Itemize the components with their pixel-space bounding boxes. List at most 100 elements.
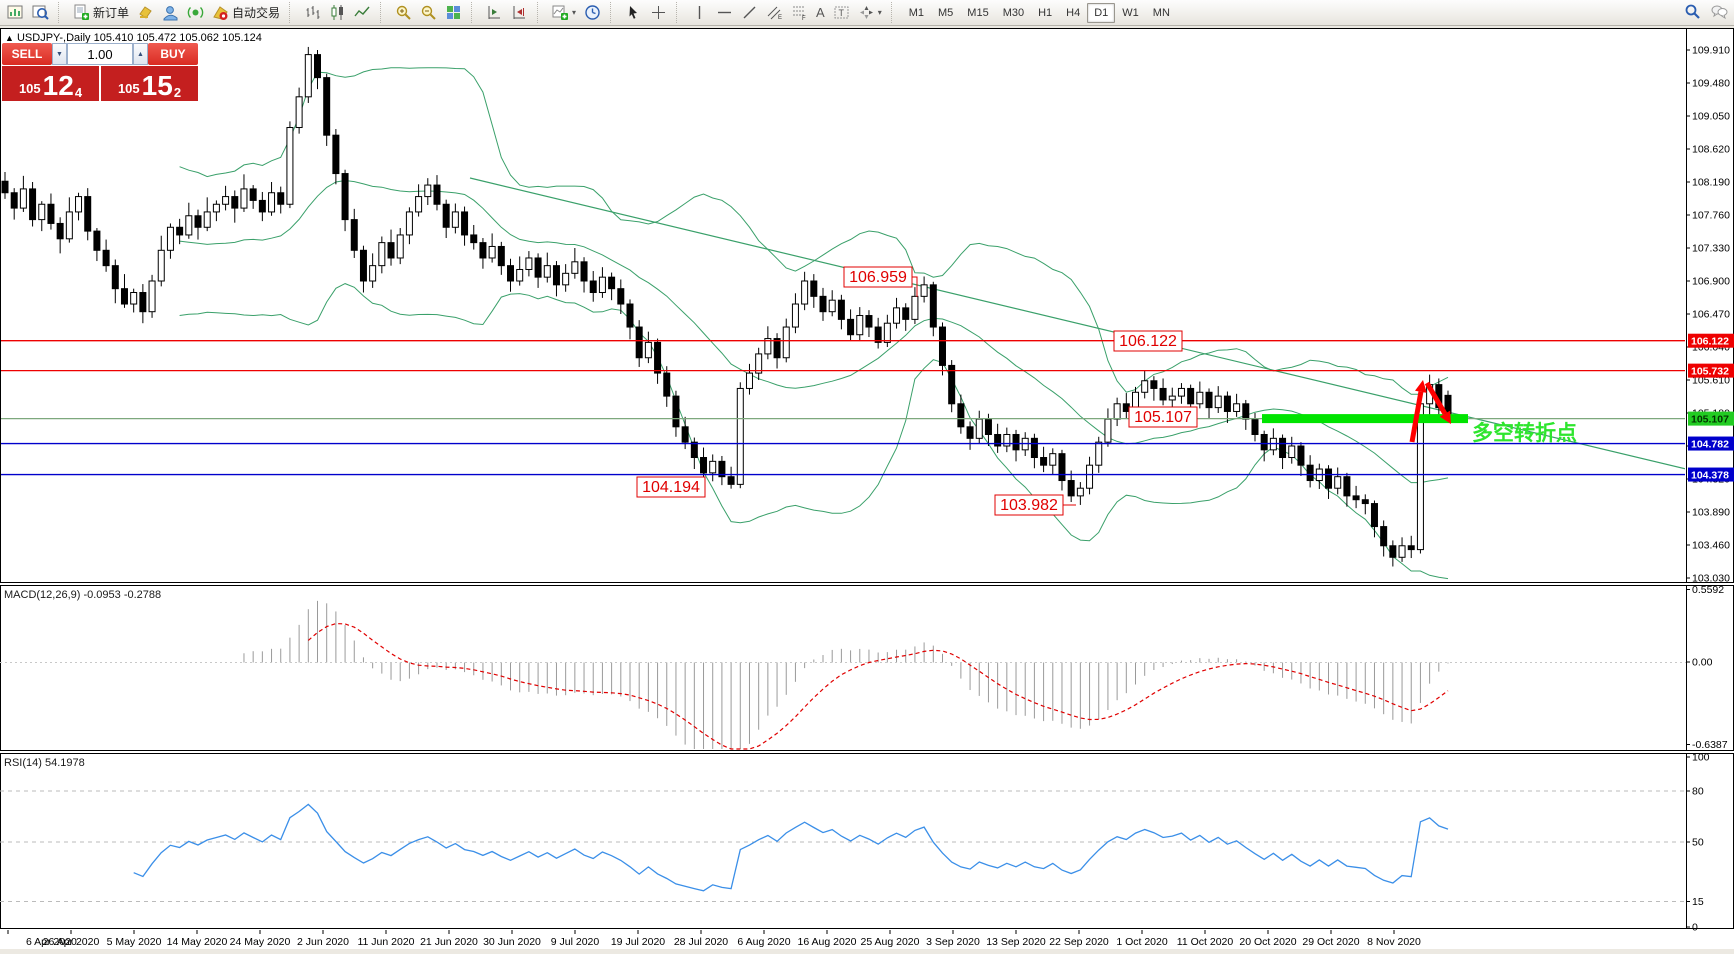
- zoom-out-button[interactable]: [416, 2, 441, 23]
- descending-trendline[interactable]: [469, 177, 1686, 470]
- toolbar-separator: [471, 2, 477, 23]
- price-tick-label: 109.050: [1692, 111, 1730, 123]
- community-icon: [163, 6, 178, 21]
- candle-body: [865, 315, 873, 328]
- vline-tool-button[interactable]: [687, 2, 712, 23]
- volume-input[interactable]: 1.00: [67, 43, 133, 65]
- chart-shift-button[interactable]: [507, 2, 532, 23]
- timeframe-h4[interactable]: H4: [1066, 6, 1081, 19]
- candle-body: [543, 265, 551, 278]
- price-callout-box[interactable]: [1113, 330, 1183, 352]
- tile-windows-button[interactable]: [441, 2, 466, 23]
- volume-increase-button[interactable]: ▲: [133, 43, 148, 65]
- candle-body: [552, 265, 560, 286]
- toolbar-separator: [610, 2, 616, 23]
- fibonacci-tool-button[interactable]: F: [787, 2, 812, 23]
- auto-scroll-button[interactable]: [482, 2, 507, 23]
- crosshair-tool-button[interactable]: [646, 2, 671, 23]
- turning-point-annotation[interactable]: 多空转折点: [1472, 421, 1577, 445]
- candle-body: [1086, 464, 1094, 489]
- price-tick-label: 106.470: [1692, 309, 1730, 321]
- label-tool-button[interactable]: T: [829, 2, 854, 23]
- date-tick-label: 5 May 2020: [107, 936, 162, 948]
- candle-body: [194, 215, 202, 228]
- volume-decrease-button[interactable]: ▼: [52, 43, 67, 65]
- new-order-button[interactable]: 新订单: [69, 2, 133, 23]
- search-button[interactable]: [1684, 3, 1701, 23]
- buy-button[interactable]: BUY: [148, 43, 198, 65]
- ask-price-button[interactable]: 105 15 2: [101, 66, 198, 101]
- chart-window-button[interactable]: [3, 2, 28, 23]
- timeframe-m30[interactable]: M30: [1002, 6, 1025, 19]
- candle-body: [745, 372, 753, 389]
- candle-body: [1389, 545, 1397, 558]
- chart-shift-icon: [513, 6, 526, 19]
- sell-button[interactable]: SELL: [2, 43, 52, 65]
- level-price-tag-label: 104.378: [1691, 470, 1729, 482]
- candle-body: [295, 96, 303, 129]
- price-callout-box[interactable]: [994, 494, 1064, 516]
- candle-body: [1223, 395, 1231, 412]
- chart-canvas[interactable]: 109.910 109.480 109.050 108.620 108.190 107.7…: [0, 28, 1734, 950]
- bid-price-button[interactable]: 105 12 4: [2, 66, 99, 101]
- seal-button[interactable]: [133, 2, 158, 23]
- zoom-in-button[interactable]: [391, 2, 416, 23]
- red-up-arrow[interactable]: [1409, 391, 1424, 443]
- candle-body: [350, 219, 358, 251]
- hline-tool-button[interactable]: [712, 2, 737, 23]
- candle-body: [1370, 503, 1378, 528]
- timeframe-h1[interactable]: H1: [1038, 6, 1053, 19]
- price-callout-box[interactable]: [843, 266, 913, 288]
- level-price-tag-label: 106.122: [1691, 336, 1729, 348]
- candle-body: [258, 199, 266, 213]
- timeframe-mn[interactable]: MN: [1152, 6, 1170, 19]
- community-button[interactable]: [158, 2, 183, 23]
- price-tick-label: 109.480: [1692, 78, 1730, 90]
- autotrade-button[interactable]: 自动交易: [208, 2, 284, 23]
- profiles-button[interactable]: [28, 2, 53, 23]
- candle-body: [1030, 437, 1038, 459]
- trendline-tool-button[interactable]: [737, 2, 762, 23]
- chat-button[interactable]: [1711, 3, 1728, 23]
- clock-icon: [585, 5, 600, 20]
- trendline-icon: [743, 6, 756, 19]
- period-button[interactable]: [580, 2, 605, 23]
- timeframe-m1[interactable]: M1: [908, 6, 925, 19]
- candle-body: [249, 188, 257, 201]
- candle-body: [1407, 545, 1415, 551]
- channel-tool-button[interactable]: E: [762, 2, 787, 23]
- candlestick-button[interactable]: [325, 2, 350, 23]
- line-chart-icon: [354, 6, 370, 17]
- candle-body: [65, 211, 73, 240]
- candle-body: [1196, 391, 1204, 405]
- timeframe-m15[interactable]: M15: [967, 6, 989, 19]
- price-callout-box[interactable]: [636, 476, 706, 498]
- cursor-tool-button[interactable]: [621, 2, 646, 23]
- symbol-period-label: USDJPY-,Daily: [16, 32, 91, 44]
- chart-window-icon: [7, 5, 23, 19]
- toolbar-separator: [890, 2, 897, 23]
- candle-body: [690, 441, 698, 459]
- indicators-button[interactable]: ▾: [548, 2, 580, 23]
- chart-area[interactable]: 109.910 109.480 109.050 108.620 108.190 107.7…: [0, 28, 1734, 950]
- timeframe-m5[interactable]: M5: [938, 6, 954, 19]
- turning-point-highlight-bar[interactable]: [1262, 414, 1468, 424]
- timeframe-w1[interactable]: W1: [1122, 6, 1139, 19]
- price-callout-box[interactable]: [1128, 406, 1198, 428]
- toolbar-separator: [289, 2, 295, 23]
- date-tick-label: 28 Jul 2020: [674, 936, 728, 948]
- red-down-arrow[interactable]: [1424, 381, 1448, 415]
- ask-big: 15: [141, 70, 173, 101]
- bar-chart-button[interactable]: [300, 2, 325, 23]
- label-letter: T: [838, 8, 844, 18]
- rsi-axis-label: 0: [1692, 922, 1698, 934]
- shapes-tool-button[interactable]: ▾: [854, 2, 886, 23]
- candle-body: [1012, 433, 1020, 451]
- candle-body: [442, 203, 450, 228]
- line-chart-button[interactable]: [350, 2, 375, 23]
- timeframe-d1[interactable]: D1: [1087, 2, 1116, 23]
- signal-button[interactable]: [183, 2, 208, 23]
- text-tool-button[interactable]: A: [812, 3, 829, 22]
- candle-body: [883, 322, 891, 343]
